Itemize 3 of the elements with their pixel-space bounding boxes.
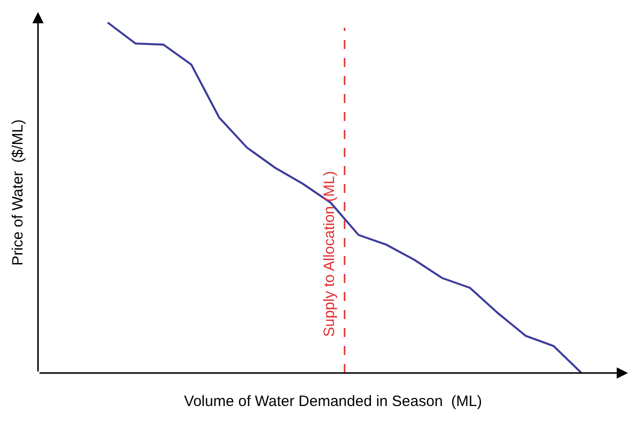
annotation: Supply to Allocation (ML)	[321, 170, 338, 337]
x-axis-title: Volume of Water Demanded in Season (ML)	[184, 393, 482, 410]
y-axis-title: Price of Water ($/ML)	[9, 119, 26, 266]
